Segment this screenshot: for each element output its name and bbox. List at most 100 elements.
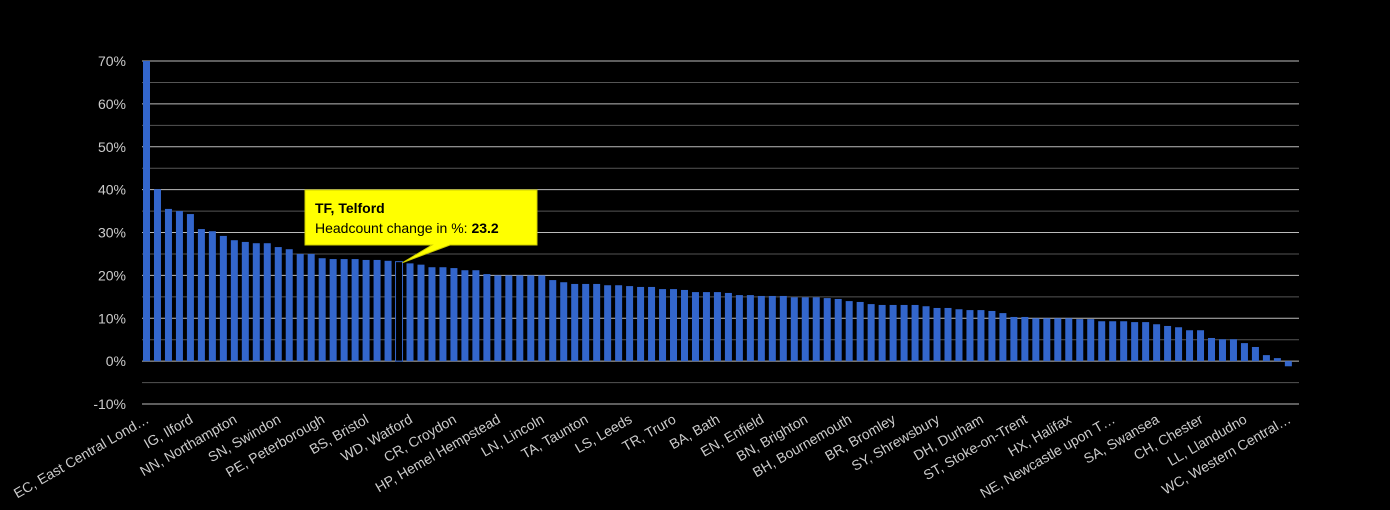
bar[interactable]: [483, 274, 491, 362]
bar[interactable]: [252, 243, 260, 362]
bar[interactable]: [867, 304, 875, 362]
bar[interactable]: [1098, 321, 1106, 362]
bar[interactable]: [626, 286, 634, 362]
bar[interactable]: [1142, 322, 1150, 362]
bar[interactable]: [1175, 327, 1183, 362]
bar[interactable]: [197, 229, 205, 362]
bar[interactable]: [988, 310, 996, 362]
bar[interactable]: [615, 285, 623, 362]
bar[interactable]: [395, 261, 404, 362]
bar[interactable]: [900, 304, 908, 362]
bar[interactable]: [1087, 319, 1095, 362]
bar[interactable]: [801, 297, 809, 362]
bar[interactable]: [461, 270, 469, 362]
bar[interactable]: [878, 304, 886, 362]
bar[interactable]: [1153, 324, 1161, 362]
bar[interactable]: [724, 292, 732, 362]
bar[interactable]: [340, 259, 348, 362]
bar[interactable]: [856, 301, 864, 362]
bar[interactable]: [538, 275, 546, 362]
bar[interactable]: [1251, 346, 1259, 362]
bar[interactable]: [307, 253, 315, 362]
bar[interactable]: [362, 259, 370, 362]
bar[interactable]: [680, 289, 688, 362]
bar[interactable]: [1021, 316, 1029, 362]
bar[interactable]: [549, 280, 557, 362]
bar[interactable]: [560, 282, 568, 362]
bar[interactable]: [406, 263, 414, 362]
bar[interactable]: [933, 307, 941, 362]
bar[interactable]: [604, 285, 612, 362]
bar[interactable]: [944, 307, 952, 362]
bar[interactable]: [648, 286, 656, 362]
bar[interactable]: [845, 301, 853, 362]
bar[interactable]: [746, 295, 754, 362]
bar[interactable]: [527, 275, 535, 362]
bar[interactable]: [1164, 325, 1172, 362]
bar[interactable]: [1218, 339, 1226, 362]
bar[interactable]: [768, 295, 776, 362]
bar[interactable]: [450, 268, 458, 362]
bar[interactable]: [922, 306, 930, 362]
bar[interactable]: [977, 310, 985, 362]
bar[interactable]: [1076, 319, 1084, 362]
bar[interactable]: [1229, 339, 1237, 362]
bar[interactable]: [999, 313, 1007, 362]
bar[interactable]: [428, 267, 436, 362]
bar[interactable]: [1109, 321, 1117, 362]
bar[interactable]: [823, 298, 831, 362]
bar[interactable]: [1284, 361, 1292, 367]
bar[interactable]: [790, 297, 798, 362]
bar[interactable]: [263, 243, 271, 362]
bar[interactable]: [241, 241, 249, 362]
bar[interactable]: [1273, 358, 1281, 362]
bar[interactable]: [208, 231, 216, 362]
bar[interactable]: [911, 304, 919, 362]
bar[interactable]: [659, 289, 667, 362]
bar[interactable]: [472, 270, 480, 362]
bar[interactable]: [175, 211, 183, 362]
bar[interactable]: [637, 286, 645, 362]
bar[interactable]: [582, 283, 590, 362]
bar[interactable]: [735, 295, 743, 362]
bar[interactable]: [164, 208, 172, 362]
bar[interactable]: [143, 61, 150, 362]
bar[interactable]: [494, 275, 502, 362]
bar[interactable]: [691, 292, 699, 362]
bar[interactable]: [834, 298, 842, 362]
bar[interactable]: [1032, 318, 1040, 362]
bar[interactable]: [329, 259, 337, 362]
bar[interactable]: [1186, 330, 1194, 362]
bar[interactable]: [230, 240, 238, 362]
bar[interactable]: [516, 275, 524, 362]
bar[interactable]: [505, 275, 513, 362]
bar[interactable]: [417, 264, 425, 362]
bar[interactable]: [219, 235, 227, 362]
bar[interactable]: [1065, 318, 1073, 362]
bar[interactable]: [779, 295, 787, 362]
bar[interactable]: [812, 297, 820, 362]
bar[interactable]: [1131, 322, 1139, 362]
bar[interactable]: [274, 247, 282, 362]
bar[interactable]: [1197, 330, 1205, 362]
bar[interactable]: [713, 292, 721, 362]
bar[interactable]: [1054, 318, 1062, 362]
bar[interactable]: [955, 309, 963, 362]
bar[interactable]: [1240, 343, 1248, 362]
bar[interactable]: [670, 289, 678, 362]
bar[interactable]: [1010, 316, 1018, 362]
bar[interactable]: [1208, 337, 1216, 362]
bar[interactable]: [384, 260, 392, 362]
bar[interactable]: [1262, 355, 1270, 362]
bar[interactable]: [373, 259, 381, 362]
bar[interactable]: [1120, 321, 1128, 362]
bar[interactable]: [593, 283, 601, 362]
bar[interactable]: [702, 292, 710, 362]
bar[interactable]: [351, 259, 359, 362]
bar[interactable]: [571, 283, 579, 362]
bar[interactable]: [966, 310, 974, 362]
bar[interactable]: [186, 214, 194, 362]
bar[interactable]: [757, 295, 765, 362]
bar[interactable]: [318, 258, 326, 362]
bar[interactable]: [1043, 318, 1051, 362]
